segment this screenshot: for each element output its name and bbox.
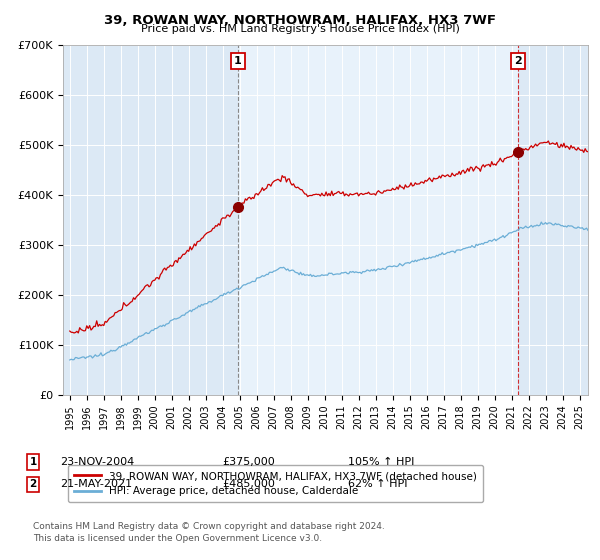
Text: 39, ROWAN WAY, NORTHOWRAM, HALIFAX, HX3 7WF: 39, ROWAN WAY, NORTHOWRAM, HALIFAX, HX3 …: [104, 14, 496, 27]
Bar: [238, 45, 518, 395]
Text: 21-MAY-2021: 21-MAY-2021: [60, 479, 132, 489]
Text: 1: 1: [234, 56, 242, 66]
Text: 1: 1: [29, 457, 37, 467]
Text: 2: 2: [514, 56, 522, 66]
Text: £485,000: £485,000: [222, 479, 275, 489]
Text: Contains HM Land Registry data © Crown copyright and database right 2024.
This d: Contains HM Land Registry data © Crown c…: [33, 522, 385, 543]
Legend: 39, ROWAN WAY, NORTHOWRAM, HALIFAX, HX3 7WF (detached house), HPI: Average price: 39, ROWAN WAY, NORTHOWRAM, HALIFAX, HX3 …: [68, 465, 483, 502]
Text: Price paid vs. HM Land Registry's House Price Index (HPI): Price paid vs. HM Land Registry's House …: [140, 24, 460, 34]
Text: 105% ↑ HPI: 105% ↑ HPI: [348, 457, 415, 467]
Text: 23-NOV-2004: 23-NOV-2004: [60, 457, 134, 467]
Text: £375,000: £375,000: [222, 457, 275, 467]
Text: 2: 2: [29, 479, 37, 489]
Text: 62% ↑ HPI: 62% ↑ HPI: [348, 479, 407, 489]
